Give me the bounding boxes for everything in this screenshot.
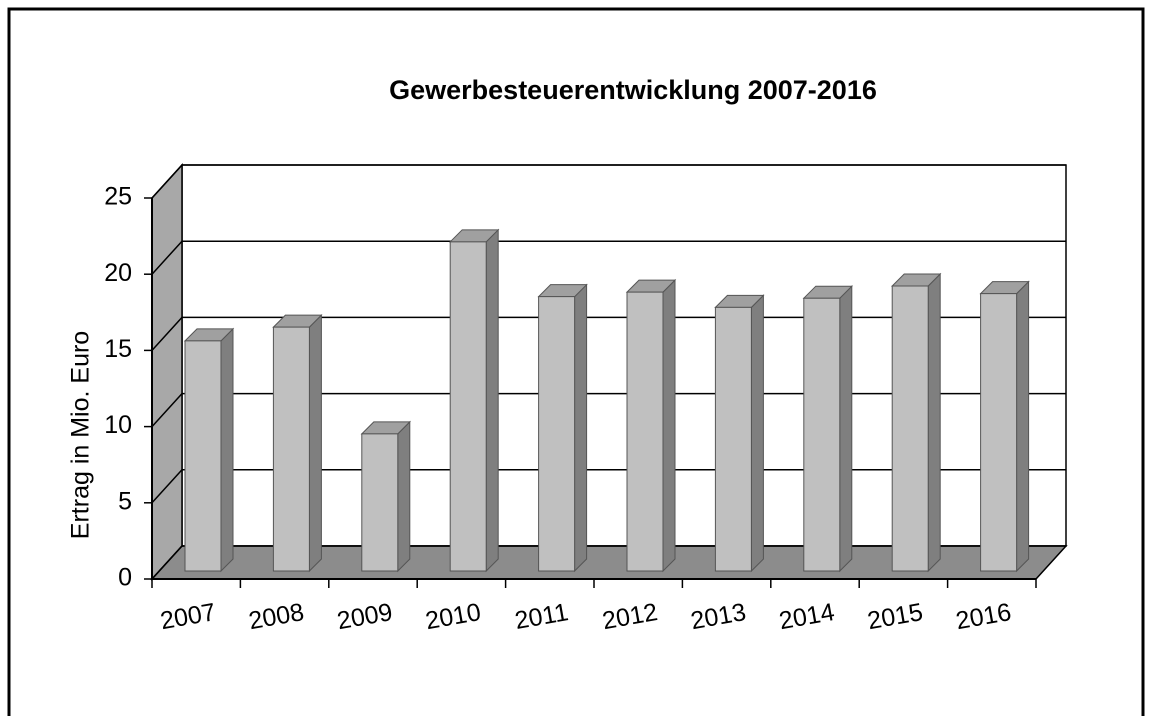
grid-line (151, 545, 183, 580)
bar (890, 272, 942, 573)
chart-title: Gewerbesteuerentwicklung 2007-2016 (389, 75, 877, 105)
bar-front (361, 433, 399, 572)
grid-line (151, 164, 183, 199)
bar-front (449, 241, 487, 572)
grid-line (151, 240, 183, 275)
bar-front (272, 326, 310, 572)
bar-front (980, 293, 1018, 572)
bar (979, 280, 1030, 573)
bar (183, 327, 235, 573)
bar-side (662, 278, 676, 573)
y-tick-label: 15 (104, 335, 132, 363)
bar-front (538, 296, 576, 572)
grid-line (151, 316, 183, 351)
bar (802, 284, 854, 573)
bar-front (184, 340, 222, 572)
bar-side (485, 228, 499, 573)
grid-line (151, 469, 183, 504)
bar (625, 278, 677, 573)
side-wall (151, 163, 183, 581)
bar-front (714, 306, 752, 572)
bar-side (839, 284, 853, 573)
bar-side (220, 327, 234, 573)
y-tick-label: 20 (104, 259, 132, 287)
bar (360, 420, 412, 573)
y-tick-label: 0 (118, 564, 132, 592)
y-tick-label: 25 (104, 183, 132, 211)
grid-line (151, 393, 183, 428)
y-tick-label: 5 (118, 487, 132, 515)
bar (714, 294, 765, 573)
bar-front (891, 285, 929, 572)
bar (537, 283, 588, 573)
bar-side (750, 294, 764, 573)
bar-side (397, 420, 411, 573)
bar-side (1016, 280, 1030, 573)
y-tick-label: 10 (104, 411, 132, 439)
bar-side (574, 283, 588, 573)
bar-side (308, 313, 322, 573)
y-axis-label: Ertrag in Mio. Euro (67, 331, 95, 539)
bar-side (927, 272, 941, 573)
bar (272, 313, 323, 573)
bar (448, 228, 500, 573)
bar-front (626, 291, 664, 572)
bar-front (803, 297, 841, 572)
